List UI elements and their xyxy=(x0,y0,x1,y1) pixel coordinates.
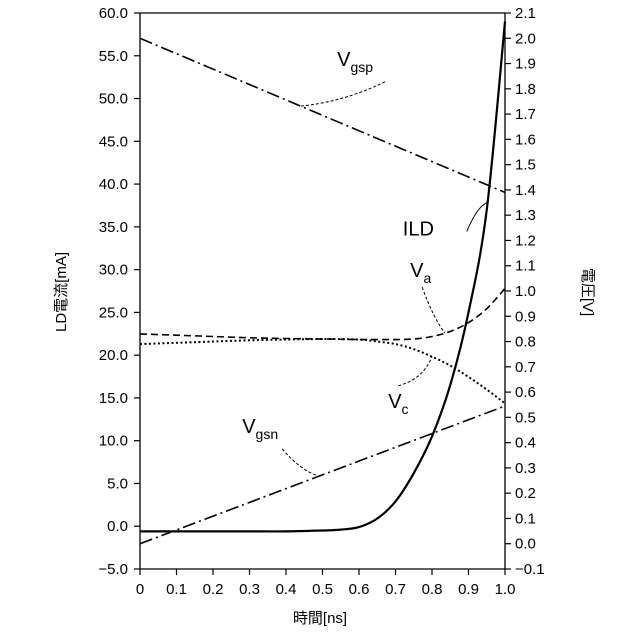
right-y-tick-label: 2.0 xyxy=(515,30,536,47)
curve-label-subscript: gsn xyxy=(256,426,279,442)
left-y-tick-label: 55.0 xyxy=(99,48,128,65)
leader-line-vgsn xyxy=(282,449,319,476)
x-tick-label: 0.1 xyxy=(166,581,187,598)
leader-line-vc xyxy=(398,357,432,386)
right-y-tick-label: −0.1 xyxy=(515,561,545,578)
left-y-tick-label: 40.0 xyxy=(99,176,128,193)
left-y-tick-label: 10.0 xyxy=(99,433,128,450)
left-y-axis-title: LD電流[mA] xyxy=(53,252,70,332)
series-line-ild xyxy=(140,22,505,532)
leader-line-vgsp xyxy=(301,82,386,106)
curve-label-ild: ILD xyxy=(403,218,434,240)
x-tick-label: 0.8 xyxy=(422,581,443,598)
x-tick-label: 0.3 xyxy=(239,581,260,598)
x-tick-label: 0.2 xyxy=(203,581,224,598)
curve-label-subscript: c xyxy=(402,401,409,417)
curve-label-main: V xyxy=(410,260,424,282)
left-y-tick-label: 15.0 xyxy=(99,390,128,407)
curve-label-main: V xyxy=(337,49,351,71)
right-y-tick-label: 0.5 xyxy=(515,409,536,426)
right-y-tick-label: 2.1 xyxy=(515,5,536,22)
series-line-va xyxy=(140,288,505,339)
curve-label-main: V xyxy=(242,416,256,438)
series-line-vc xyxy=(140,339,505,403)
right-y-tick-label: 0.8 xyxy=(515,334,536,351)
label-layer: VgspVgsnILDVaVc xyxy=(242,49,487,476)
left-y-tick-label: 20.0 xyxy=(99,347,128,364)
curve-label-va: Va xyxy=(410,260,431,286)
left-y-tick-label: 60.0 xyxy=(99,5,128,22)
curve-label-subscript: gsp xyxy=(350,59,373,75)
curve-label-subscript: a xyxy=(423,270,431,286)
right-y-tick-label: 1.8 xyxy=(515,81,536,98)
right-y-tick-label: 1.4 xyxy=(515,182,536,199)
right-y-tick-label: 0.2 xyxy=(515,485,536,502)
curve-label-subscript: LD xyxy=(408,218,434,240)
right-y-tick-label: 1.3 xyxy=(515,207,536,224)
curve-label-vgsn: Vgsn xyxy=(242,416,278,442)
left-y-tick-label: 5.0 xyxy=(107,475,128,492)
x-axis-title: 時間[ns] xyxy=(293,610,347,627)
series-line-vgsp xyxy=(140,38,505,192)
right-y-tick-label: 0.3 xyxy=(515,460,536,477)
left-y-tick-label: 0.0 xyxy=(107,518,128,535)
left-y-tick-label: 45.0 xyxy=(99,133,128,150)
right-y-tick-label: 1.9 xyxy=(515,56,536,73)
left-y-tick-label: 35.0 xyxy=(99,219,128,236)
right-y-tick-label: 1.5 xyxy=(515,157,536,174)
axes-layer: 0 0.1 0.2 0.3 0.4 0.5 0.6 0.7 0.8 0.9 1.0 60.0 55.0 5… xyxy=(98,5,544,598)
right-y-tick-label: 1.7 xyxy=(515,106,536,123)
curve-label-main: V xyxy=(388,391,402,413)
series-line-vgsn xyxy=(140,406,505,544)
x-tick-label: 1.0 xyxy=(495,581,516,598)
x-tick-label: 0.9 xyxy=(458,581,479,598)
left-y-tick-label: 30.0 xyxy=(99,262,128,279)
left-y-tick-label: −5.0 xyxy=(98,561,128,578)
right-y-tick-label: 1.6 xyxy=(515,131,536,148)
right-y-tick-label: 0.1 xyxy=(515,510,536,527)
x-tick-label: 0.4 xyxy=(276,581,297,598)
x-tick-label: 0 xyxy=(136,581,144,598)
right-y-tick-label: 0.0 xyxy=(515,536,536,553)
curve-label-vgsp: Vgsp xyxy=(337,49,373,75)
right-y-tick-label: 0.7 xyxy=(515,359,536,376)
right-y-axis-title: 電圧[V] xyxy=(579,268,596,316)
right-y-tick-label: 0.6 xyxy=(515,384,536,401)
curve-label-vc: Vc xyxy=(388,391,408,417)
series-layer xyxy=(140,22,505,544)
leader-line-va xyxy=(422,287,445,333)
x-tick-label: 0.6 xyxy=(349,581,370,598)
right-y-tick-label: 0.4 xyxy=(515,435,536,452)
left-y-tick-label: 25.0 xyxy=(99,304,128,321)
right-y-tick-label: 0.9 xyxy=(515,308,536,325)
right-y-tick-label: 1.0 xyxy=(515,283,536,300)
right-y-tick-label: 1.1 xyxy=(515,258,536,275)
left-y-tick-label: 50.0 xyxy=(99,91,128,108)
x-tick-label: 0.7 xyxy=(385,581,406,598)
x-tick-label: 0.5 xyxy=(312,581,333,598)
right-y-tick-label: 1.2 xyxy=(515,232,536,249)
